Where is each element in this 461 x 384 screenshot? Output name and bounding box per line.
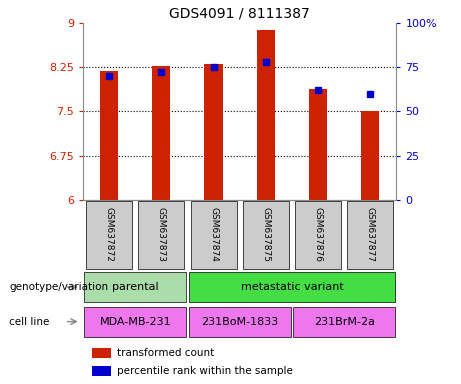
FancyBboxPatch shape bbox=[293, 306, 396, 337]
Text: GSM637875: GSM637875 bbox=[261, 207, 270, 262]
Text: 231BrM-2a: 231BrM-2a bbox=[314, 316, 375, 327]
Bar bbox=[92, 366, 111, 376]
FancyBboxPatch shape bbox=[243, 201, 289, 269]
FancyBboxPatch shape bbox=[295, 201, 341, 269]
Text: GSM637872: GSM637872 bbox=[105, 207, 113, 262]
FancyBboxPatch shape bbox=[190, 201, 236, 269]
FancyBboxPatch shape bbox=[189, 272, 396, 302]
FancyBboxPatch shape bbox=[84, 272, 186, 302]
Bar bbox=[257, 30, 275, 200]
Text: cell line: cell line bbox=[9, 316, 50, 327]
Bar bbox=[100, 71, 118, 200]
Text: genotype/variation: genotype/variation bbox=[9, 282, 108, 292]
Text: metastatic variant: metastatic variant bbox=[241, 282, 343, 292]
Bar bbox=[92, 348, 111, 358]
Text: percentile rank within the sample: percentile rank within the sample bbox=[118, 366, 293, 376]
FancyBboxPatch shape bbox=[189, 306, 291, 337]
Text: GSM637877: GSM637877 bbox=[366, 207, 375, 262]
Bar bbox=[361, 111, 379, 200]
Text: GSM637873: GSM637873 bbox=[157, 207, 166, 262]
Text: GSM637876: GSM637876 bbox=[313, 207, 323, 262]
Text: transformed count: transformed count bbox=[118, 348, 215, 358]
Bar bbox=[309, 89, 327, 200]
FancyBboxPatch shape bbox=[84, 306, 186, 337]
Text: GSM637874: GSM637874 bbox=[209, 207, 218, 262]
Bar bbox=[204, 64, 223, 200]
FancyBboxPatch shape bbox=[347, 201, 393, 269]
Title: GDS4091 / 8111387: GDS4091 / 8111387 bbox=[169, 7, 310, 20]
Bar bbox=[152, 66, 171, 200]
FancyBboxPatch shape bbox=[138, 201, 184, 269]
Text: MDA-MB-231: MDA-MB-231 bbox=[100, 316, 171, 327]
Text: parental: parental bbox=[112, 282, 159, 292]
Text: 231BoM-1833: 231BoM-1833 bbox=[201, 316, 278, 327]
FancyBboxPatch shape bbox=[86, 201, 132, 269]
